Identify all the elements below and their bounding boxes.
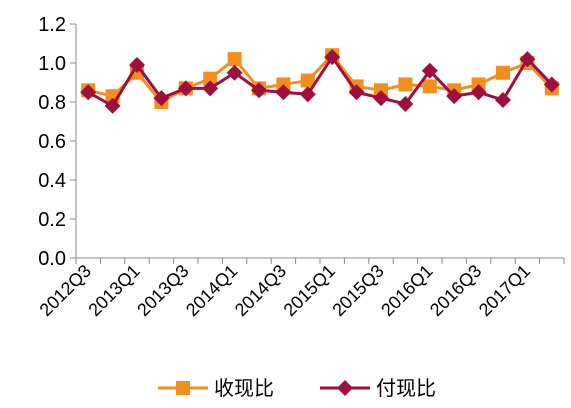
series-2-point [373,90,389,107]
y-tick-label: 0.0 [38,248,66,270]
x-tick-label: 2013Q3 [133,261,192,320]
series-2-point [226,64,243,81]
legend-label-2: 付现比 [376,377,436,400]
series-2-point [519,51,536,68]
axes [75,24,564,259]
series-2-point [153,90,170,107]
legend-label-1: 收现比 [214,377,274,400]
y-tick-label: 0.2 [38,209,66,231]
legend: 收现比 付现比 [158,377,436,400]
series-1-point [203,71,218,86]
series-2-point [202,80,219,97]
series-2-point [446,88,463,105]
y-tick-label: 0.8 [38,92,66,114]
x-tick-label: 2015Q1 [280,261,339,320]
series-2-point [397,95,414,112]
x-tick-label: 2016Q3 [426,261,485,320]
y-tick-label: 1.0 [38,53,66,75]
y-tick-label: 0.6 [38,131,66,153]
series-2-point [348,84,365,101]
series-1-point [496,65,510,80]
legend-item-1: 收现比 [158,377,274,400]
series-2-point [470,84,487,101]
y-tick-label: 0.4 [38,170,66,192]
series-2-point [324,49,341,66]
series-2-point [495,92,511,109]
series-2-point [421,62,438,79]
series-2-point [129,56,145,73]
legend-item-2: 付现比 [320,377,436,400]
series-1-point [398,77,413,92]
series-layer [80,48,560,114]
series-2-point [80,84,97,101]
series-1-point [300,73,315,88]
x-tick-label: 2014Q1 [182,261,241,320]
x-tick-label: 2015Q3 [328,261,387,320]
series-2-point [251,82,267,99]
series-2-point [543,76,560,93]
x-tick-label: 2016Q1 [377,261,436,320]
series-1-point [227,52,242,67]
series-2-point [104,97,121,114]
x-tick-label: 2014Q3 [231,261,290,320]
series-1 [81,48,559,109]
series-2-point [299,86,316,103]
legend-marker-1 [176,381,190,395]
series-1-point [422,79,437,94]
x-tick-label: 2013Q1 [84,261,143,320]
series-2 [80,49,560,114]
x-axis-ticks: 2012Q32013Q12013Q32014Q12014Q32015Q12015… [36,258,565,320]
legend-marker-2 [337,380,353,396]
y-axis-ticks: 0.0 0.2 0.4 0.6 0.8 1.0 1.2 [38,14,76,270]
y-tick-label: 1.2 [38,14,66,36]
x-tick-label: 2017Q1 [475,261,534,320]
series-2-point [177,80,194,97]
series-2-point [275,84,292,101]
